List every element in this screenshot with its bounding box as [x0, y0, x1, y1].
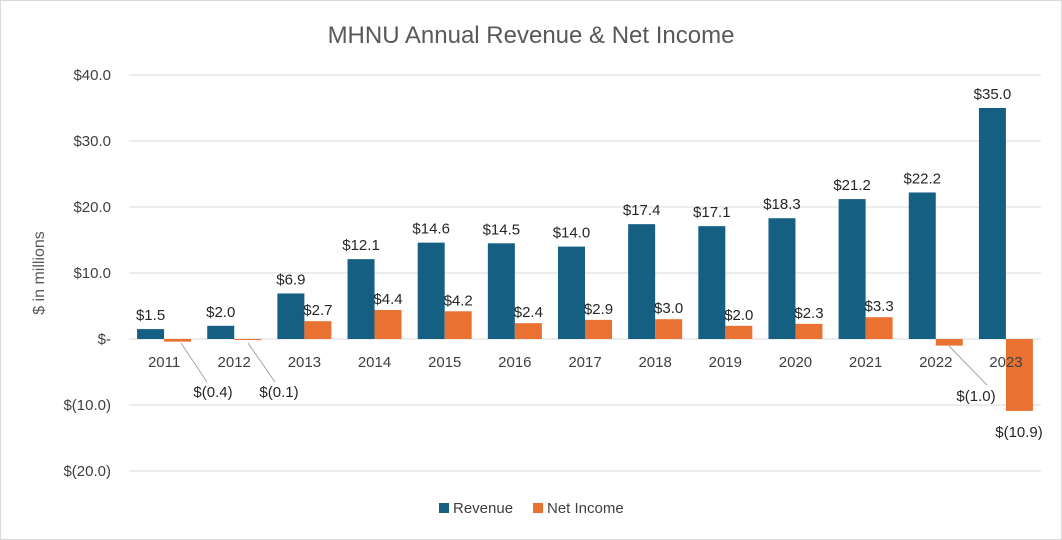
- legend-label-revenue: Revenue: [453, 500, 513, 517]
- bar-net-income: [1005, 339, 1033, 411]
- bar-net-income: [725, 325, 753, 339]
- data-label-revenue: $18.3: [763, 196, 801, 213]
- x-tick-label: 2023: [989, 354, 1022, 371]
- bar-revenue: [628, 224, 656, 339]
- bar-net-income: [514, 323, 542, 339]
- data-label-net-income: $3.3: [865, 298, 894, 315]
- data-label-revenue: $6.9: [276, 271, 305, 288]
- legend-label-net-income: Net Income: [547, 500, 624, 517]
- x-tick-label: 2017: [568, 354, 601, 371]
- data-label-revenue: $21.2: [833, 177, 871, 194]
- bar-net-income: [444, 311, 472, 339]
- bar-revenue: [978, 108, 1006, 339]
- y-tick-label: $40.0: [73, 67, 111, 84]
- bar-net-income: [935, 339, 963, 346]
- data-label-revenue: $14.5: [483, 221, 521, 238]
- bar-net-income: [234, 339, 262, 340]
- y-axis-ticks: $40.0 $30.0 $20.0 $10.0 $- $(10.0) $(20.0): [63, 67, 111, 480]
- x-tick-label: 2014: [358, 354, 391, 371]
- x-tick-label: 2019: [709, 354, 742, 371]
- data-label-net-income: $2.0: [724, 307, 753, 324]
- chart-title: MHNU Annual Revenue & Net Income: [328, 22, 735, 49]
- data-label-net-income: $4.4: [373, 291, 402, 308]
- x-tick-label: 2021: [849, 354, 882, 371]
- x-tick-label: 2020: [779, 354, 812, 371]
- legend: Revenue Net Income: [439, 500, 624, 517]
- x-tick-label: 2018: [638, 354, 671, 371]
- data-label-net-income: $2.9: [584, 301, 613, 318]
- data-label-revenue: $1.5: [136, 307, 165, 324]
- y-tick-label: $(20.0): [63, 463, 111, 480]
- data-labels: $1.5 $2.0 $6.9 $2.7 $12.1 $4.4 $14.6 $4.2 $14.5 $…: [136, 86, 1043, 441]
- x-tick-label: 2022: [919, 354, 952, 371]
- x-tick-label: 2013: [288, 354, 321, 371]
- legend-swatch-net-income: [533, 503, 543, 513]
- bar-net-income: [865, 317, 893, 339]
- data-label-net-income: $(1.0): [956, 388, 995, 405]
- x-tick-label: 2015: [428, 354, 461, 371]
- leader-line: [948, 345, 988, 386]
- bar-net-income: [795, 323, 823, 339]
- x-tick-label: 2011: [148, 354, 180, 371]
- bar-net-income: [655, 319, 683, 339]
- y-tick-label: $(10.0): [63, 397, 111, 414]
- bar-revenue: [417, 242, 445, 339]
- bar-revenue: [347, 259, 375, 339]
- leader-line: [247, 342, 276, 383]
- legend-swatch-revenue: [439, 503, 449, 513]
- bar-revenue: [137, 329, 165, 339]
- data-label-net-income: $(0.1): [259, 384, 298, 401]
- y-tick-label: $10.0: [73, 265, 111, 282]
- data-label-net-income: $2.7: [303, 302, 332, 319]
- y-axis-label: $ in millions: [31, 231, 48, 315]
- bar-revenue: [277, 293, 305, 339]
- bar-revenue: [908, 192, 936, 339]
- data-label-revenue: $12.1: [342, 237, 380, 254]
- data-label-revenue: $14.0: [553, 225, 591, 242]
- data-label-revenue: $2.0: [206, 304, 235, 321]
- data-label-revenue: $17.4: [623, 202, 661, 219]
- y-tick-label: $-: [98, 331, 111, 348]
- data-label-net-income: $4.2: [444, 292, 473, 309]
- data-label-net-income: $2.3: [794, 305, 823, 322]
- data-label-revenue: $35.0: [974, 86, 1012, 103]
- data-label-net-income: $2.4: [514, 304, 543, 321]
- x-axis-ticks: 2011 2012 2013 2014 2015 2016 2017 2018 2019 2020…: [148, 354, 1023, 371]
- x-tick-label: 2012: [218, 354, 251, 371]
- bar-revenue: [487, 243, 515, 339]
- data-label-net-income: $(10.9): [995, 424, 1043, 441]
- bar-net-income: [374, 309, 402, 339]
- bar-revenue: [838, 199, 866, 339]
- bar-revenue: [698, 226, 726, 339]
- data-label-net-income: $3.0: [654, 300, 683, 317]
- data-label-net-income: $(0.4): [193, 384, 232, 401]
- bar-net-income: [304, 321, 332, 339]
- x-tick-label: 2016: [498, 354, 531, 371]
- leader-line: [180, 342, 208, 383]
- data-label-revenue: $14.6: [412, 221, 450, 238]
- y-tick-label: $30.0: [73, 133, 111, 150]
- bar-net-income: [585, 319, 612, 339]
- y-tick-label: $20.0: [73, 199, 111, 216]
- data-label-revenue: $17.1: [693, 204, 731, 221]
- data-label-revenue: $22.2: [903, 170, 941, 187]
- bar-net-income: [164, 339, 192, 342]
- bar-revenue: [558, 246, 585, 339]
- bar-revenue: [207, 325, 235, 339]
- bar-revenue: [768, 218, 796, 339]
- bars: [137, 108, 1033, 411]
